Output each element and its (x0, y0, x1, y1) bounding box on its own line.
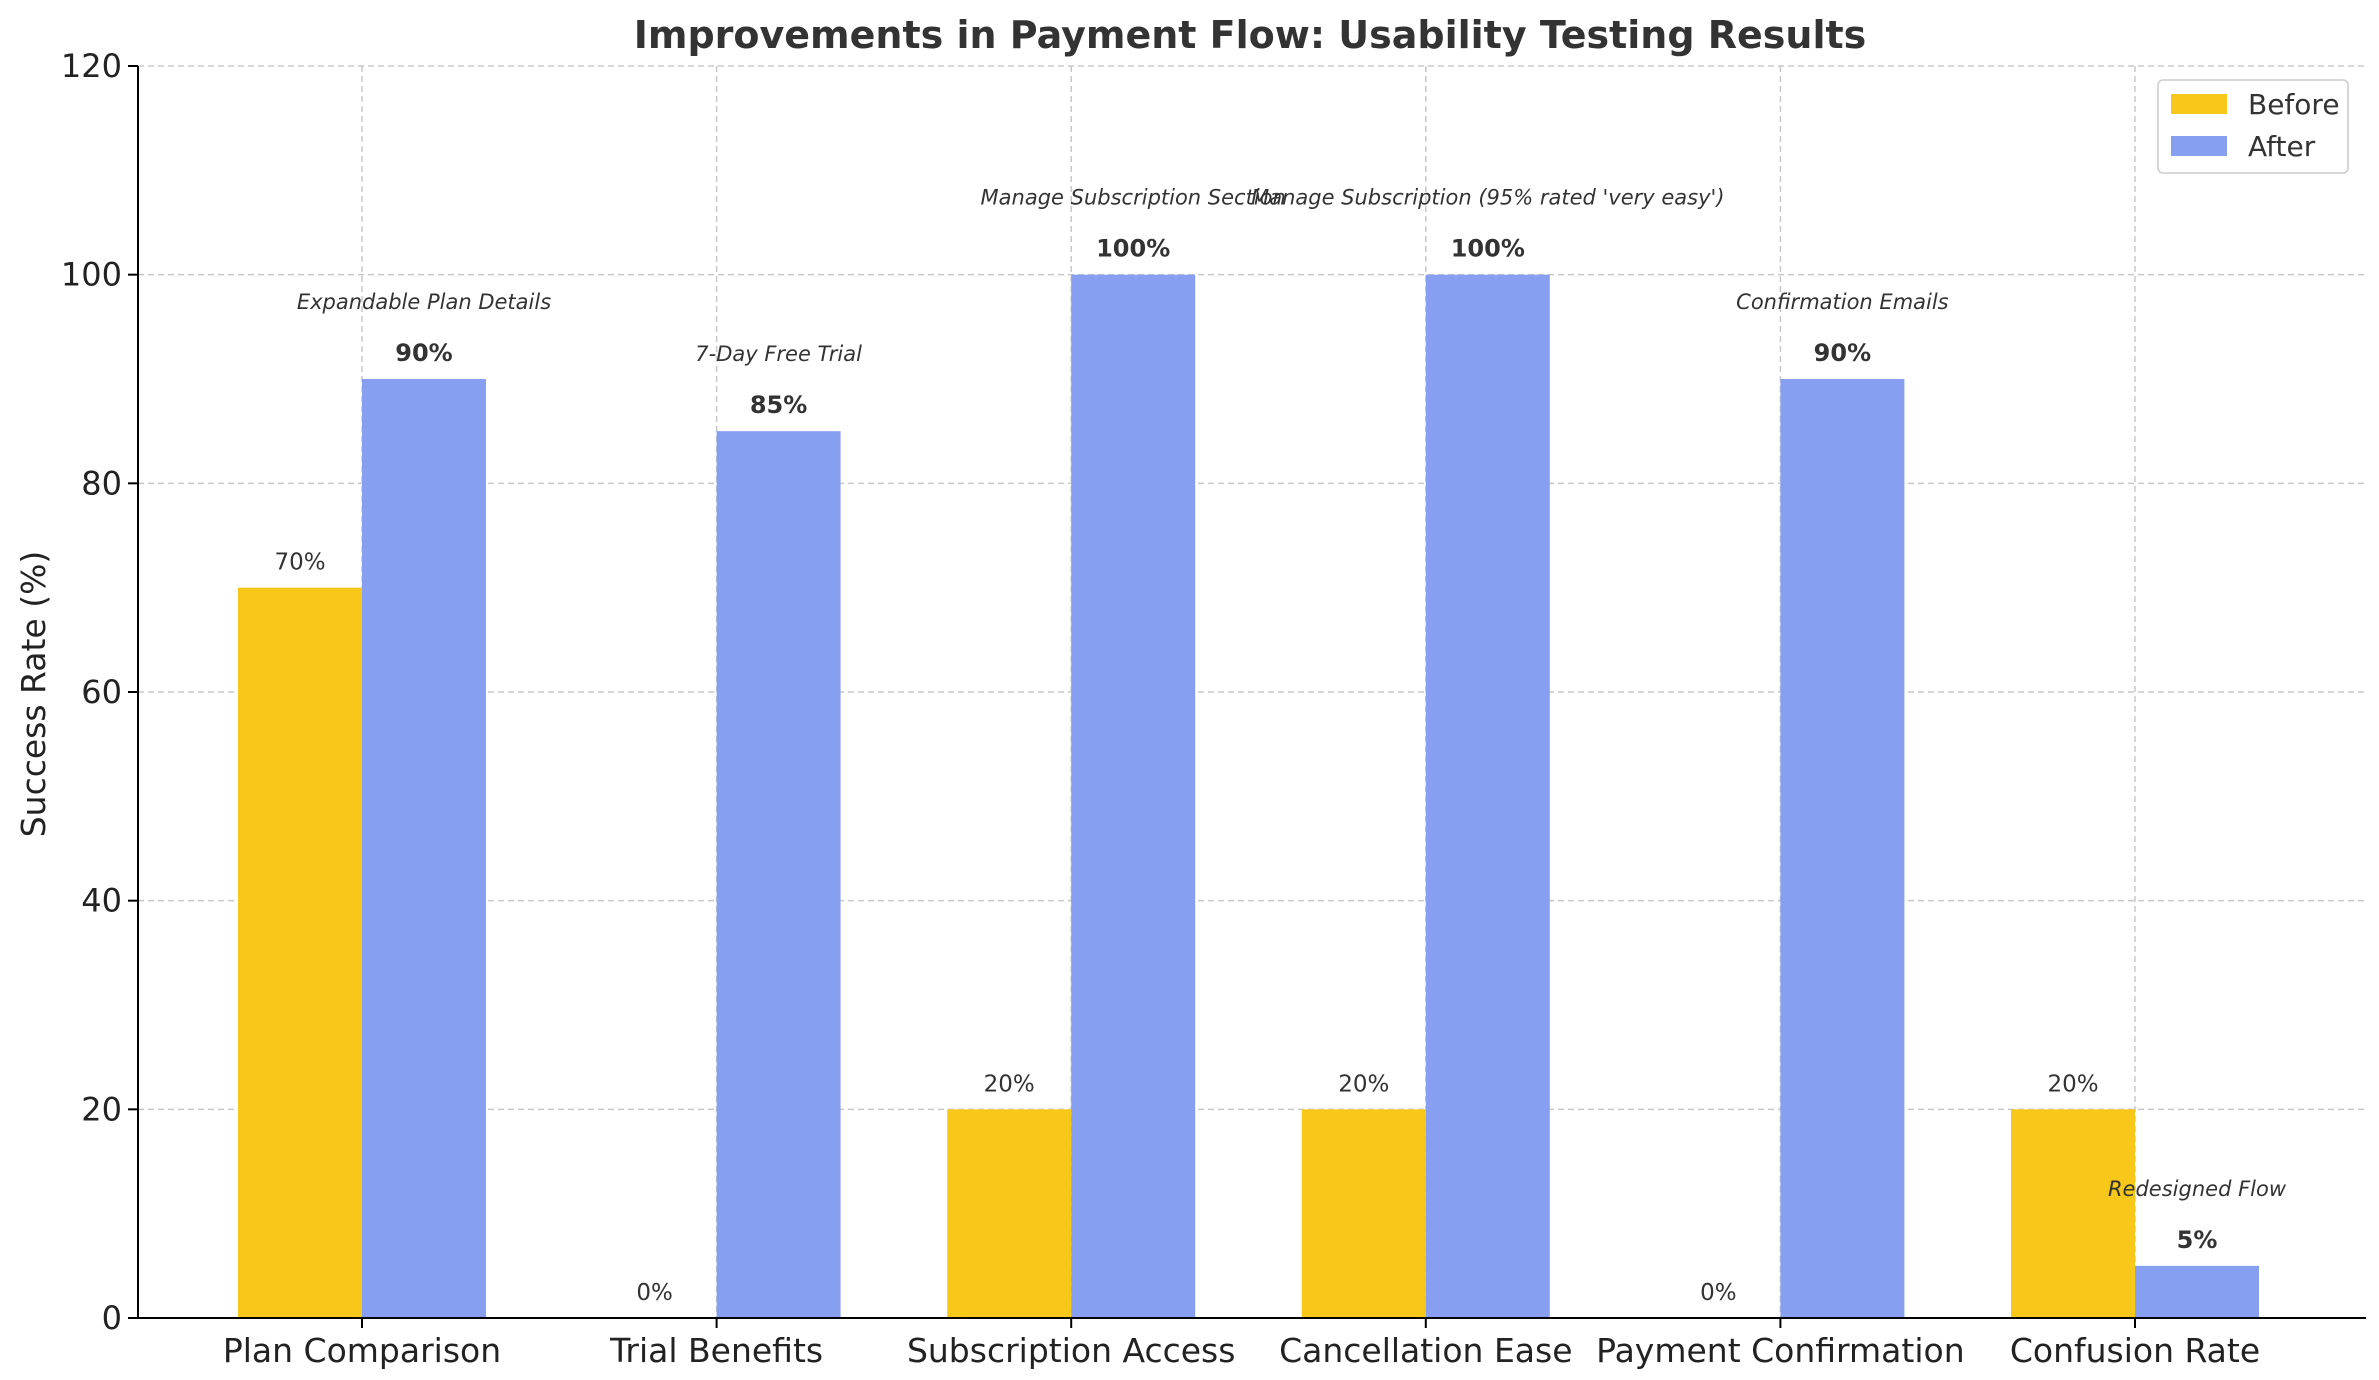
data-label-after: 90% (1814, 339, 1871, 367)
legend-swatch-after (2171, 136, 2227, 156)
y-tick-label: 60 (81, 673, 122, 711)
y-tick-label: 40 (81, 882, 122, 920)
data-label-before: 20% (984, 1071, 1035, 1097)
y-tick-label: 20 (81, 1090, 122, 1128)
y-tick-label: 100 (61, 256, 122, 294)
x-tick-label: Confusion Rate (2010, 1331, 2260, 1370)
annotation: 7-Day Free Trial (695, 342, 862, 366)
bar-before (947, 1109, 1072, 1318)
x-tick-label: Cancellation Ease (1279, 1331, 1572, 1370)
data-label-after: 100% (1096, 235, 1170, 263)
legend-swatch-before (2171, 94, 2227, 114)
data-label-after: 100% (1451, 235, 1525, 263)
data-label-before: 0% (636, 1280, 673, 1306)
legend-label-after: After (2248, 130, 2316, 163)
legend: Before After (2157, 79, 2349, 174)
annotation: Confirmation Emails (1736, 290, 1949, 314)
bar-before (1301, 1109, 1426, 1318)
data-label-after: 5% (2177, 1226, 2218, 1254)
y-tick-label: 80 (81, 464, 122, 502)
bars-layer (238, 274, 2259, 1319)
labels-layer: 70% 90% Expandable Plan Details 0% 85% 7-Day … (274, 186, 2286, 1306)
x-tick-label: Payment Confirmation (1596, 1331, 1964, 1370)
bar-before (238, 587, 362, 1318)
data-label-before: 20% (1338, 1071, 1389, 1097)
y-tick-label: 0 (102, 1299, 122, 1337)
bar-before (2011, 1109, 2135, 1318)
y-axis-label: Success Rate (%) (14, 551, 53, 838)
bar-after (716, 431, 841, 1319)
bar-after (362, 379, 486, 1318)
bar-after (1780, 379, 1905, 1318)
bar-after (2135, 1265, 2259, 1318)
data-label-before: 70% (274, 550, 325, 576)
legend-label-before: Before (2248, 88, 2340, 121)
data-label-before: 0% (1700, 1280, 1737, 1306)
x-tick-label: Trial Benefits (609, 1331, 823, 1370)
annotation: Redesigned Flow (2108, 1177, 2287, 1201)
annotation: Manage Subscription (95% rated 'very eas… (1251, 186, 1724, 210)
y-tick-label: 120 (61, 47, 122, 85)
annotation: Manage Subscription Section (981, 186, 1286, 210)
bar-after (1071, 274, 1196, 1319)
chart-title: Improvements in Payment Flow: Usability … (634, 13, 1867, 57)
bar-after (1425, 274, 1550, 1319)
x-tick-label: Plan Comparison (223, 1331, 501, 1370)
annotation: Expandable Plan Details (297, 290, 551, 314)
x-tick-label: Subscription Access (907, 1331, 1236, 1370)
data-label-before: 20% (2047, 1071, 2098, 1097)
data-label-after: 85% (750, 391, 807, 419)
axes-layer: 0 20 40 60 80 100 120 Plan Comparison Trial Bene… (61, 47, 2366, 1370)
data-label-after: 90% (395, 339, 452, 367)
